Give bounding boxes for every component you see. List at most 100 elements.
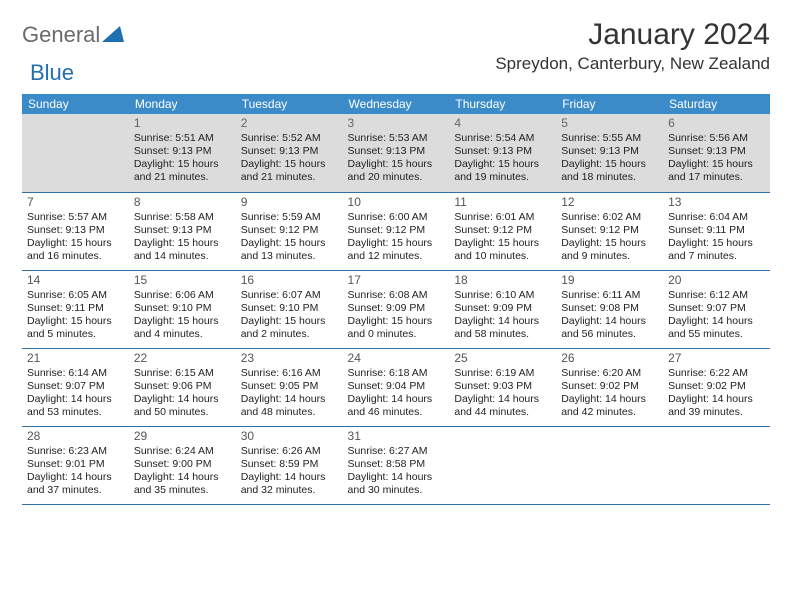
day-number: 22 (134, 351, 231, 366)
daylight-text: and 46 minutes. (348, 406, 445, 419)
sunset-text: Sunset: 9:13 PM (134, 224, 231, 237)
daylight-text: Daylight: 14 hours (27, 393, 124, 406)
weekday-row: SundayMondayTuesdayWednesdayThursdayFrid… (22, 94, 770, 114)
daylight-text: Daylight: 14 hours (561, 315, 658, 328)
sunset-text: Sunset: 9:06 PM (134, 380, 231, 393)
day-number: 4 (454, 116, 551, 131)
calendar-empty-cell (22, 114, 129, 192)
sunset-text: Sunset: 9:12 PM (348, 224, 445, 237)
sunrise-text: Sunrise: 6:05 AM (27, 289, 124, 302)
calendar-week-row: 7Sunrise: 5:57 AMSunset: 9:13 PMDaylight… (22, 192, 770, 270)
daylight-text: Daylight: 15 hours (27, 237, 124, 250)
calendar-day-cell: 31Sunrise: 6:27 AMSunset: 8:58 PMDayligh… (343, 426, 450, 504)
calendar-day-cell: 2Sunrise: 5:52 AMSunset: 9:13 PMDaylight… (236, 114, 343, 192)
sunrise-text: Sunrise: 6:14 AM (27, 367, 124, 380)
month-title: January 2024 (495, 18, 770, 52)
day-number: 19 (561, 273, 658, 288)
sunset-text: Sunset: 9:13 PM (134, 145, 231, 158)
daylight-text: and 42 minutes. (561, 406, 658, 419)
daylight-text: Daylight: 14 hours (348, 471, 445, 484)
day-number: 9 (241, 195, 338, 210)
title-block: January 2024 Spreydon, Canterbury, New Z… (495, 18, 770, 74)
sunrise-text: Sunrise: 6:20 AM (561, 367, 658, 380)
calendar-empty-cell (663, 426, 770, 504)
sunrise-text: Sunrise: 6:18 AM (348, 367, 445, 380)
daylight-text: and 10 minutes. (454, 250, 551, 263)
weekday-header: Saturday (663, 94, 770, 114)
calendar-day-cell: 17Sunrise: 6:08 AMSunset: 9:09 PMDayligh… (343, 270, 450, 348)
calendar-day-cell: 6Sunrise: 5:56 AMSunset: 9:13 PMDaylight… (663, 114, 770, 192)
calendar-day-cell: 12Sunrise: 6:02 AMSunset: 9:12 PMDayligh… (556, 192, 663, 270)
daylight-text: and 35 minutes. (134, 484, 231, 497)
sunrise-text: Sunrise: 5:55 AM (561, 132, 658, 145)
daylight-text: and 12 minutes. (348, 250, 445, 263)
daylight-text: and 5 minutes. (27, 328, 124, 341)
daylight-text: Daylight: 15 hours (348, 237, 445, 250)
daylight-text: Daylight: 15 hours (27, 315, 124, 328)
calendar-day-cell: 24Sunrise: 6:18 AMSunset: 9:04 PMDayligh… (343, 348, 450, 426)
day-number: 2 (241, 116, 338, 131)
calendar-page: General January 2024 Spreydon, Canterbur… (0, 0, 792, 523)
day-number: 12 (561, 195, 658, 210)
daylight-text: and 37 minutes. (27, 484, 124, 497)
sunrise-text: Sunrise: 5:53 AM (348, 132, 445, 145)
daylight-text: Daylight: 15 hours (241, 237, 338, 250)
day-number: 10 (348, 195, 445, 210)
calendar-day-cell: 9Sunrise: 5:59 AMSunset: 9:12 PMDaylight… (236, 192, 343, 270)
sunrise-text: Sunrise: 6:22 AM (668, 367, 765, 380)
sunrise-text: Sunrise: 6:01 AM (454, 211, 551, 224)
sunset-text: Sunset: 9:11 PM (668, 224, 765, 237)
daylight-text: and 53 minutes. (27, 406, 124, 419)
day-number: 28 (27, 429, 124, 444)
day-number: 14 (27, 273, 124, 288)
sunrise-text: Sunrise: 6:26 AM (241, 445, 338, 458)
calendar-empty-cell (556, 426, 663, 504)
sunrise-text: Sunrise: 6:00 AM (348, 211, 445, 224)
sunset-text: Sunset: 9:03 PM (454, 380, 551, 393)
daylight-text: and 55 minutes. (668, 328, 765, 341)
day-number: 25 (454, 351, 551, 366)
sunrise-text: Sunrise: 6:24 AM (134, 445, 231, 458)
daylight-text: and 32 minutes. (241, 484, 338, 497)
daylight-text: and 2 minutes. (241, 328, 338, 341)
daylight-text: Daylight: 14 hours (134, 393, 231, 406)
logo-triangle-icon (102, 24, 124, 47)
daylight-text: and 18 minutes. (561, 171, 658, 184)
sunrise-text: Sunrise: 5:59 AM (241, 211, 338, 224)
weekday-header: Monday (129, 94, 236, 114)
daylight-text: and 56 minutes. (561, 328, 658, 341)
calendar-day-cell: 11Sunrise: 6:01 AMSunset: 9:12 PMDayligh… (449, 192, 556, 270)
daylight-text: and 39 minutes. (668, 406, 765, 419)
calendar-body: 1Sunrise: 5:51 AMSunset: 9:13 PMDaylight… (22, 114, 770, 504)
sunset-text: Sunset: 9:12 PM (454, 224, 551, 237)
daylight-text: Daylight: 15 hours (134, 158, 231, 171)
daylight-text: and 48 minutes. (241, 406, 338, 419)
day-number: 7 (27, 195, 124, 210)
calendar-day-cell: 14Sunrise: 6:05 AMSunset: 9:11 PMDayligh… (22, 270, 129, 348)
sunset-text: Sunset: 9:12 PM (241, 224, 338, 237)
sunset-text: Sunset: 9:10 PM (241, 302, 338, 315)
sunrise-text: Sunrise: 5:56 AM (668, 132, 765, 145)
daylight-text: and 30 minutes. (348, 484, 445, 497)
sunrise-text: Sunrise: 5:58 AM (134, 211, 231, 224)
sunset-text: Sunset: 9:04 PM (348, 380, 445, 393)
daylight-text: and 4 minutes. (134, 328, 231, 341)
daylight-text: and 17 minutes. (668, 171, 765, 184)
calendar-day-cell: 21Sunrise: 6:14 AMSunset: 9:07 PMDayligh… (22, 348, 129, 426)
day-number: 13 (668, 195, 765, 210)
logo-text-1: General (22, 22, 100, 48)
sunset-text: Sunset: 9:13 PM (668, 145, 765, 158)
daylight-text: and 16 minutes. (27, 250, 124, 263)
sunrise-text: Sunrise: 6:27 AM (348, 445, 445, 458)
sunrise-text: Sunrise: 6:04 AM (668, 211, 765, 224)
daylight-text: Daylight: 15 hours (241, 158, 338, 171)
weekday-header: Tuesday (236, 94, 343, 114)
sunrise-text: Sunrise: 6:07 AM (241, 289, 338, 302)
daylight-text: Daylight: 15 hours (561, 158, 658, 171)
daylight-text: Daylight: 14 hours (27, 471, 124, 484)
daylight-text: and 20 minutes. (348, 171, 445, 184)
calendar-day-cell: 26Sunrise: 6:20 AMSunset: 9:02 PMDayligh… (556, 348, 663, 426)
day-number: 1 (134, 116, 231, 131)
calendar-day-cell: 3Sunrise: 5:53 AMSunset: 9:13 PMDaylight… (343, 114, 450, 192)
sunrise-text: Sunrise: 6:12 AM (668, 289, 765, 302)
